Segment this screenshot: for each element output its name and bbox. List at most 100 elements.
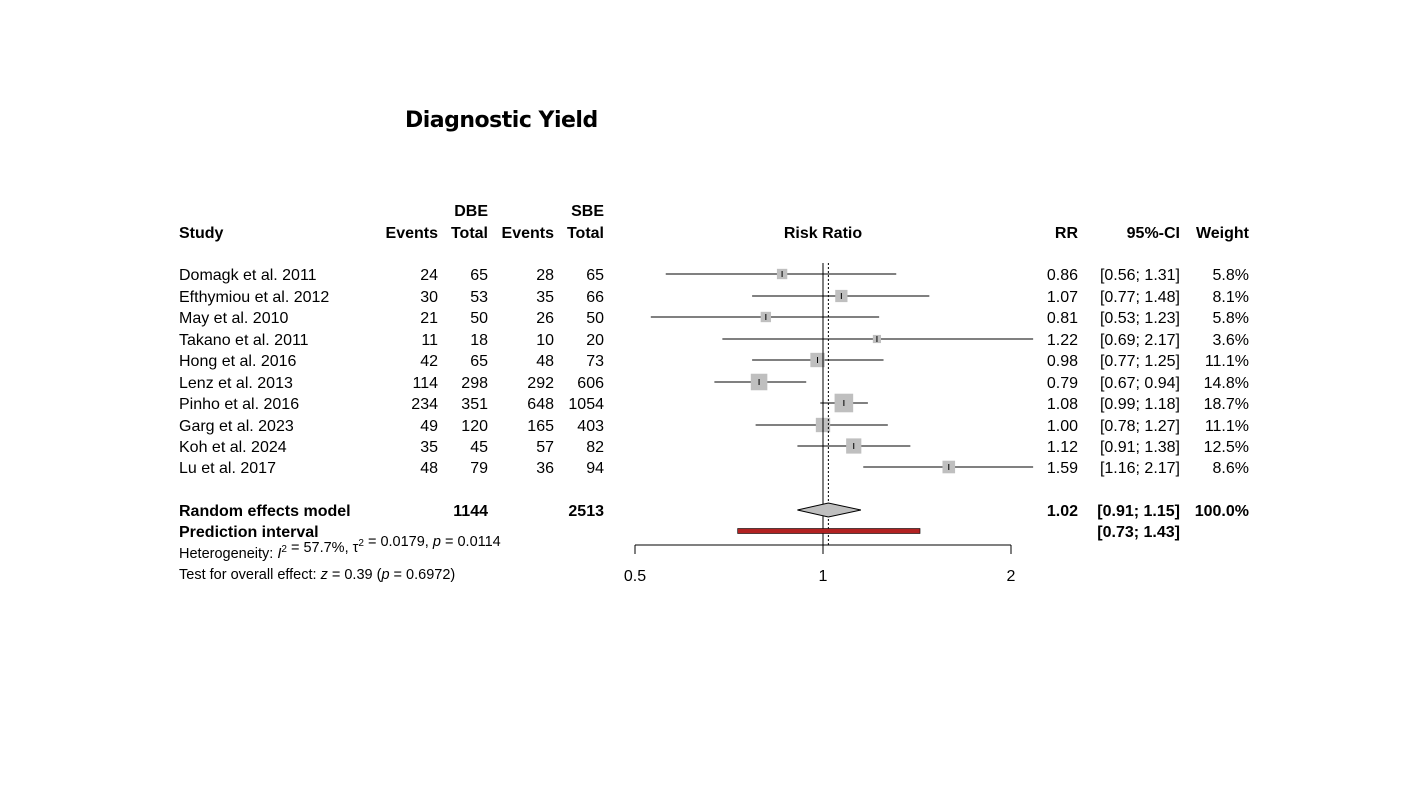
prediction-interval-bar	[737, 528, 921, 534]
pooled-dbe-total: 1144	[453, 503, 488, 520]
header-total-sbe: Total	[567, 225, 604, 242]
dbe-events: 114	[412, 375, 438, 392]
weight-value: 8.1%	[1213, 289, 1249, 306]
sbe-total: 606	[577, 375, 604, 392]
ci-value: [0.77; 1.25]	[1100, 353, 1180, 370]
weight-value: 5.8%	[1213, 310, 1249, 327]
header-risk-ratio: Risk Ratio	[784, 225, 862, 242]
dbe-events: 30	[420, 289, 438, 306]
dbe-total: 45	[470, 439, 488, 456]
dbe-events: 24	[420, 267, 438, 284]
rr-value: 1.08	[1047, 396, 1078, 413]
sbe-total: 73	[586, 353, 604, 370]
ci-value: [0.53; 1.23]	[1100, 310, 1180, 327]
weight-value: 12.5%	[1204, 439, 1249, 456]
sbe-total: 82	[586, 439, 604, 456]
ci-value: [0.99; 1.18]	[1100, 396, 1180, 413]
dbe-events: 11	[421, 332, 438, 349]
pooled-diamond	[797, 502, 862, 518]
dbe-total: 120	[461, 418, 488, 435]
dbe-total: 298	[461, 375, 488, 392]
header-study: Study	[179, 225, 224, 242]
study-name: Hong et al. 2016	[179, 353, 297, 370]
study-name: Pinho et al. 2016	[179, 396, 299, 413]
header-total-dbe: Total	[451, 225, 488, 242]
rr-value: 1.22	[1047, 332, 1078, 349]
weight-value: 14.8%	[1204, 375, 1249, 392]
dbe-total: 351	[461, 396, 488, 413]
study-name: Domagk et al. 2011	[179, 267, 317, 284]
sbe-events: 48	[536, 353, 554, 370]
sbe-events: 292	[527, 375, 554, 392]
weight-value: 5.8%	[1213, 267, 1249, 284]
dbe-total: 50	[470, 310, 488, 327]
sbe-events: 26	[536, 310, 554, 327]
dbe-events: 21	[420, 310, 438, 327]
heterogeneity-text: Heterogeneity: I2 = 57.7%, τ2 = 0.0179, …	[179, 534, 501, 562]
group-label-sbe: SBE	[571, 203, 604, 220]
weight-value: 11.1%	[1205, 418, 1249, 435]
rr-value: 0.79	[1047, 375, 1078, 392]
header-events-sbe: Events	[502, 225, 555, 242]
overall-effect-text: Test for overall effect: z = 0.39 (p = 0…	[179, 567, 455, 583]
sbe-events: 35	[536, 289, 554, 306]
dbe-total: 65	[470, 267, 488, 284]
dbe-total: 18	[470, 332, 488, 349]
sbe-total: 403	[577, 418, 604, 435]
dbe-events: 42	[420, 353, 438, 370]
pooled-label: Random effects model	[179, 503, 351, 520]
dbe-events: 49	[420, 418, 438, 435]
weight-value: 11.1%	[1205, 353, 1249, 370]
header-rr: RR	[1055, 225, 1079, 242]
prediction-ci: [0.73; 1.43]	[1097, 524, 1180, 541]
sbe-total: 94	[586, 460, 604, 477]
ci-value: [0.78; 1.27]	[1100, 418, 1180, 435]
pooled-rr: 1.02	[1047, 503, 1078, 520]
study-name: Efthymiou et al. 2012	[179, 289, 329, 306]
study-name: Takano et al. 2011	[179, 332, 309, 349]
study-name: Lenz et al. 2013	[179, 375, 293, 392]
weight-value: 18.7%	[1204, 396, 1249, 413]
rr-value: 1.59	[1047, 460, 1078, 477]
dbe-total: 79	[470, 460, 488, 477]
ci-value: [0.91; 1.38]	[1100, 439, 1180, 456]
ci-value: [1.16; 2.17]	[1100, 460, 1180, 477]
dbe-events: 48	[420, 460, 438, 477]
rr-value: 0.86	[1047, 267, 1078, 284]
sbe-total: 1054	[568, 396, 604, 413]
rr-value: 1.00	[1047, 418, 1078, 435]
header-weight: Weight	[1196, 225, 1250, 242]
sbe-events: 165	[527, 418, 554, 435]
pooled-ci: [0.91; 1.15]	[1097, 503, 1180, 520]
sbe-total: 66	[586, 289, 604, 306]
dbe-events: 234	[411, 396, 438, 413]
study-name: Koh et al. 2024	[179, 439, 287, 456]
header-events-dbe: Events	[386, 225, 439, 242]
rr-value: 1.12	[1047, 439, 1078, 456]
rr-value: 1.07	[1047, 289, 1078, 306]
header-ci: 95%-CI	[1127, 225, 1180, 242]
ci-value: [0.56; 1.31]	[1100, 267, 1180, 284]
study-name: Lu et al. 2017	[179, 460, 276, 477]
x-tick-label: 1	[819, 568, 828, 585]
sbe-events: 648	[527, 396, 554, 413]
group-label-dbe: DBE	[454, 203, 488, 220]
study-name: May et al. 2010	[179, 310, 289, 327]
sbe-total: 50	[586, 310, 604, 327]
sbe-total: 65	[586, 267, 604, 284]
ci-value: [0.69; 2.17]	[1100, 332, 1180, 349]
x-tick-label: 0.5	[624, 568, 646, 585]
pooled-weight: 100.0%	[1195, 503, 1249, 520]
pooled-sbe-total: 2513	[568, 503, 604, 520]
weight-value: 8.6%	[1213, 460, 1249, 477]
ci-value: [0.67; 0.94]	[1100, 375, 1180, 392]
dbe-events: 35	[420, 439, 438, 456]
sbe-events: 28	[536, 267, 554, 284]
chart-title: Diagnostic Yield	[405, 108, 598, 133]
dbe-total: 53	[470, 289, 488, 306]
dbe-total: 65	[470, 353, 488, 370]
study-name: Garg et al. 2023	[179, 418, 294, 435]
sbe-total: 20	[586, 332, 604, 349]
